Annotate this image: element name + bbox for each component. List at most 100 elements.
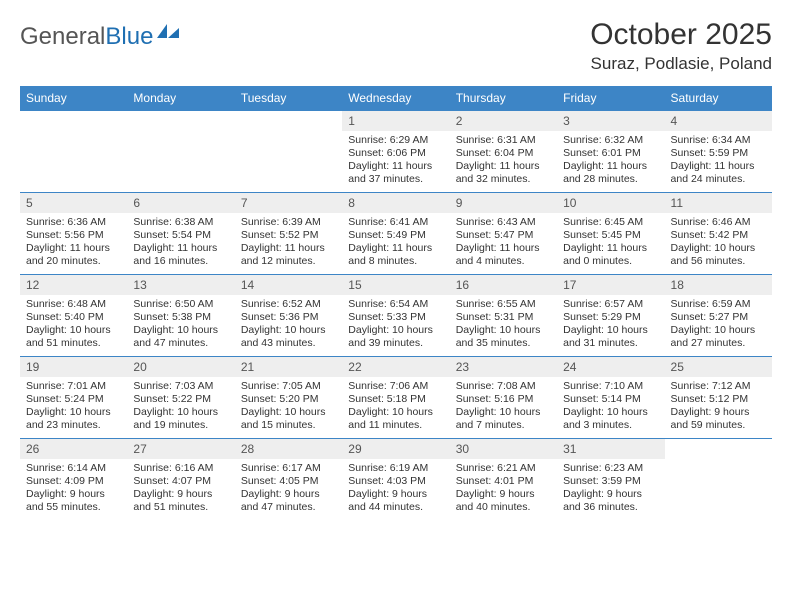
daylight-line: Daylight: 10 hours and 27 minutes.: [671, 324, 766, 350]
calendar-row: 12Sunrise: 6:48 AMSunset: 5:40 PMDayligh…: [20, 275, 772, 357]
sunrise-line: Sunrise: 6:14 AM: [26, 462, 121, 475]
daylight-line: Daylight: 11 hours and 32 minutes.: [456, 160, 551, 186]
day-number: 12: [20, 275, 127, 295]
sunset-line: Sunset: 6:06 PM: [348, 147, 443, 160]
weekday-header: Thursday: [450, 86, 557, 111]
calendar-cell: 28Sunrise: 6:17 AMSunset: 4:05 PMDayligh…: [235, 439, 342, 521]
day-number: 25: [665, 357, 772, 377]
sunset-line: Sunset: 5:49 PM: [348, 229, 443, 242]
logo-sail-icon: [155, 22, 181, 45]
day-details: Sunrise: 6:14 AMSunset: 4:09 PMDaylight:…: [20, 459, 127, 519]
daylight-line: Daylight: 10 hours and 23 minutes.: [26, 406, 121, 432]
logo-word1: General: [20, 23, 105, 50]
sunset-line: Sunset: 5:42 PM: [671, 229, 766, 242]
calendar-cell: 11Sunrise: 6:46 AMSunset: 5:42 PMDayligh…: [665, 193, 772, 275]
calendar-cell: 15Sunrise: 6:54 AMSunset: 5:33 PMDayligh…: [342, 275, 449, 357]
sunrise-line: Sunrise: 7:01 AM: [26, 380, 121, 393]
sunrise-line: Sunrise: 6:32 AM: [563, 134, 658, 147]
sunset-line: Sunset: 5:18 PM: [348, 393, 443, 406]
sunrise-line: Sunrise: 6:48 AM: [26, 298, 121, 311]
day-number: 27: [127, 439, 234, 459]
day-details: Sunrise: 6:50 AMSunset: 5:38 PMDaylight:…: [127, 295, 234, 355]
sunrise-line: Sunrise: 6:50 AM: [133, 298, 228, 311]
weekday-header: Monday: [127, 86, 234, 111]
calendar-cell: 7Sunrise: 6:39 AMSunset: 5:52 PMDaylight…: [235, 193, 342, 275]
day-details: Sunrise: 6:48 AMSunset: 5:40 PMDaylight:…: [20, 295, 127, 355]
day-details: Sunrise: 7:10 AMSunset: 5:14 PMDaylight:…: [557, 377, 664, 437]
calendar-cell: 13Sunrise: 6:50 AMSunset: 5:38 PMDayligh…: [127, 275, 234, 357]
sunrise-line: Sunrise: 6:34 AM: [671, 134, 766, 147]
day-details: Sunrise: 6:36 AMSunset: 5:56 PMDaylight:…: [20, 213, 127, 273]
day-number: 23: [450, 357, 557, 377]
calendar-cell: 18Sunrise: 6:59 AMSunset: 5:27 PMDayligh…: [665, 275, 772, 357]
calendar-cell: 24Sunrise: 7:10 AMSunset: 5:14 PMDayligh…: [557, 357, 664, 439]
sunset-line: Sunset: 6:04 PM: [456, 147, 551, 160]
daylight-line: Daylight: 11 hours and 8 minutes.: [348, 242, 443, 268]
day-number: 14: [235, 275, 342, 295]
sunset-line: Sunset: 5:20 PM: [241, 393, 336, 406]
daylight-line: Daylight: 11 hours and 37 minutes.: [348, 160, 443, 186]
day-details: Sunrise: 6:59 AMSunset: 5:27 PMDaylight:…: [665, 295, 772, 355]
sunset-line: Sunset: 5:59 PM: [671, 147, 766, 160]
calendar-cell: 14Sunrise: 6:52 AMSunset: 5:36 PMDayligh…: [235, 275, 342, 357]
day-details: Sunrise: 6:21 AMSunset: 4:01 PMDaylight:…: [450, 459, 557, 519]
day-number: 13: [127, 275, 234, 295]
day-details: Sunrise: 7:06 AMSunset: 5:18 PMDaylight:…: [342, 377, 449, 437]
sunrise-line: Sunrise: 7:08 AM: [456, 380, 551, 393]
daylight-line: Daylight: 9 hours and 44 minutes.: [348, 488, 443, 514]
day-number: 6: [127, 193, 234, 213]
day-number: 26: [20, 439, 127, 459]
day-details: Sunrise: 6:55 AMSunset: 5:31 PMDaylight:…: [450, 295, 557, 355]
sunset-line: Sunset: 5:38 PM: [133, 311, 228, 324]
day-number: 15: [342, 275, 449, 295]
sunset-line: Sunset: 5:24 PM: [26, 393, 121, 406]
calendar-cell: 5Sunrise: 6:36 AMSunset: 5:56 PMDaylight…: [20, 193, 127, 275]
daylight-line: Daylight: 9 hours and 36 minutes.: [563, 488, 658, 514]
logo-word2: Blue: [105, 23, 153, 50]
day-number: 8: [342, 193, 449, 213]
daylight-line: Daylight: 11 hours and 24 minutes.: [671, 160, 766, 186]
sunset-line: Sunset: 5:22 PM: [133, 393, 228, 406]
day-number: 22: [342, 357, 449, 377]
sunset-line: Sunset: 5:36 PM: [241, 311, 336, 324]
calendar-cell: 9Sunrise: 6:43 AMSunset: 5:47 PMDaylight…: [450, 193, 557, 275]
calendar-cell: 30Sunrise: 6:21 AMSunset: 4:01 PMDayligh…: [450, 439, 557, 521]
day-details: Sunrise: 6:45 AMSunset: 5:45 PMDaylight:…: [557, 213, 664, 273]
daylight-line: Daylight: 10 hours and 15 minutes.: [241, 406, 336, 432]
day-number: 9: [450, 193, 557, 213]
daylight-line: Daylight: 10 hours and 7 minutes.: [456, 406, 551, 432]
sunrise-line: Sunrise: 6:45 AM: [563, 216, 658, 229]
daylight-line: Daylight: 11 hours and 12 minutes.: [241, 242, 336, 268]
daylight-line: Daylight: 10 hours and 11 minutes.: [348, 406, 443, 432]
sunset-line: Sunset: 5:40 PM: [26, 311, 121, 324]
day-number: 17: [557, 275, 664, 295]
day-details: Sunrise: 6:43 AMSunset: 5:47 PMDaylight:…: [450, 213, 557, 273]
header: GeneralBlue October 2025 Suraz, Podlasie…: [20, 18, 772, 74]
daylight-line: Daylight: 10 hours and 31 minutes.: [563, 324, 658, 350]
sunset-line: Sunset: 3:59 PM: [563, 475, 658, 488]
calendar-table: Sunday Monday Tuesday Wednesday Thursday…: [20, 86, 772, 521]
logo: GeneralBlue: [20, 22, 181, 51]
calendar-cell: 20Sunrise: 7:03 AMSunset: 5:22 PMDayligh…: [127, 357, 234, 439]
weekday-header: Wednesday: [342, 86, 449, 111]
sunrise-line: Sunrise: 6:31 AM: [456, 134, 551, 147]
day-details: Sunrise: 6:17 AMSunset: 4:05 PMDaylight:…: [235, 459, 342, 519]
calendar-cell: [235, 111, 342, 193]
daylight-line: Daylight: 10 hours and 39 minutes.: [348, 324, 443, 350]
calendar-cell: 17Sunrise: 6:57 AMSunset: 5:29 PMDayligh…: [557, 275, 664, 357]
logo-text: GeneralBlue: [20, 23, 153, 51]
day-number: 2: [450, 111, 557, 131]
weekday-header: Sunday: [20, 86, 127, 111]
calendar-cell: 4Sunrise: 6:34 AMSunset: 5:59 PMDaylight…: [665, 111, 772, 193]
day-details: Sunrise: 6:38 AMSunset: 5:54 PMDaylight:…: [127, 213, 234, 273]
calendar-cell: 21Sunrise: 7:05 AMSunset: 5:20 PMDayligh…: [235, 357, 342, 439]
calendar-cell: 12Sunrise: 6:48 AMSunset: 5:40 PMDayligh…: [20, 275, 127, 357]
day-number: 10: [557, 193, 664, 213]
day-details: Sunrise: 7:08 AMSunset: 5:16 PMDaylight:…: [450, 377, 557, 437]
daylight-line: Daylight: 10 hours and 43 minutes.: [241, 324, 336, 350]
calendar-cell: [20, 111, 127, 193]
day-number: 20: [127, 357, 234, 377]
sunset-line: Sunset: 4:07 PM: [133, 475, 228, 488]
sunrise-line: Sunrise: 7:12 AM: [671, 380, 766, 393]
calendar-cell: 26Sunrise: 6:14 AMSunset: 4:09 PMDayligh…: [20, 439, 127, 521]
